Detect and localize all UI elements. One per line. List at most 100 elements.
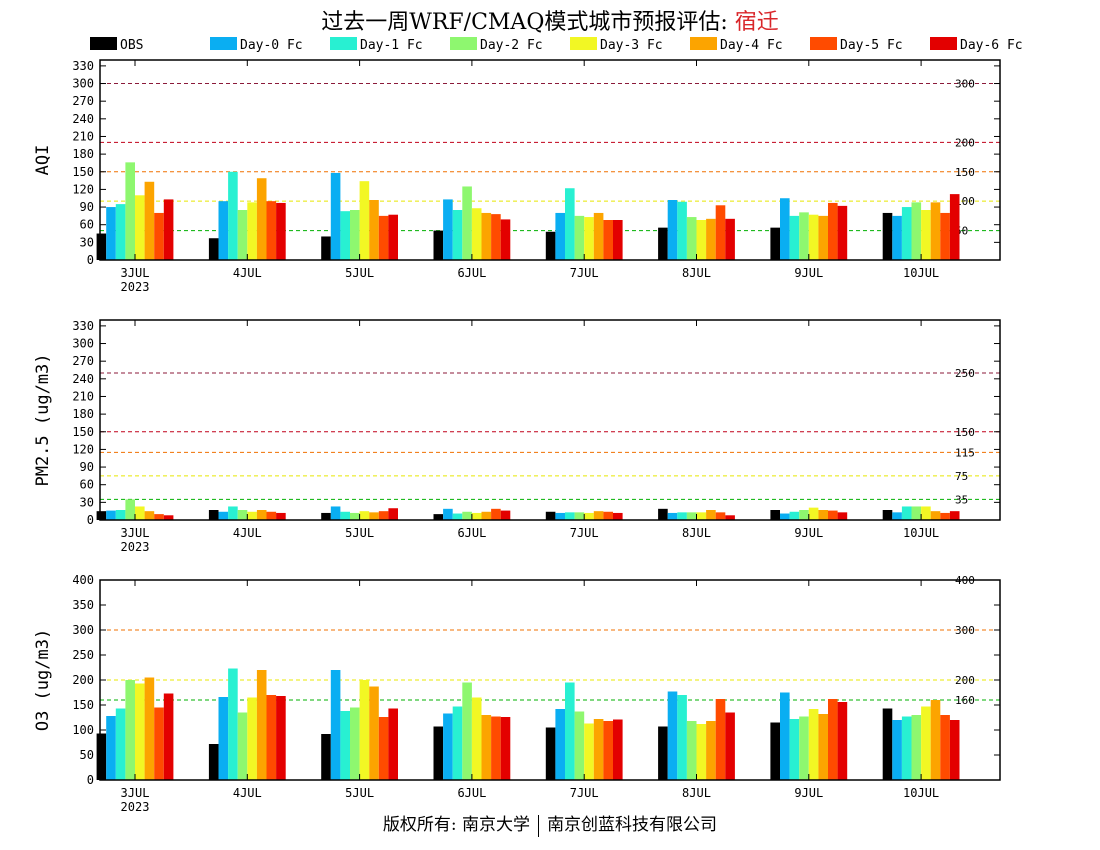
reference-label: 250 (955, 367, 975, 380)
x-tick-label: 5JUL (345, 786, 374, 800)
y-tick-label: 180 (72, 407, 94, 421)
legend-swatch (450, 37, 477, 50)
bar (443, 508, 453, 520)
y-tick-label: 300 (72, 623, 94, 637)
legend-entry: Day-1 Fc (330, 37, 423, 53)
bar (658, 726, 668, 780)
bar (545, 727, 556, 780)
bar (321, 512, 331, 520)
y-tick-label: 250 (72, 648, 94, 662)
bar (330, 670, 341, 780)
bar (770, 227, 780, 260)
bar (350, 707, 360, 780)
bar (828, 510, 838, 520)
y-tick-label: 120 (72, 182, 94, 196)
bar (818, 714, 828, 780)
reference-label: 150 (955, 426, 975, 439)
bar (388, 508, 398, 520)
bar (725, 712, 735, 780)
bar (115, 708, 126, 780)
bar (565, 512, 575, 520)
bar (144, 677, 155, 780)
bar (330, 172, 341, 260)
bar (135, 683, 145, 780)
bar (491, 508, 501, 520)
legend-swatch (90, 37, 117, 50)
chart-panel: 250 150 115 75 35 0 30 60 90 120 150 180 210 240 270 30… (33, 319, 1001, 554)
bar (911, 506, 922, 520)
bar (545, 511, 556, 520)
x-tick-label: 8JUL (682, 266, 711, 280)
bar (892, 215, 902, 260)
bar (106, 716, 116, 780)
y-tick-label: 350 (72, 598, 94, 612)
bar (658, 227, 668, 260)
bar (780, 692, 790, 780)
bar (837, 205, 848, 260)
bar (603, 511, 613, 520)
y-tick-label: 210 (72, 129, 94, 143)
reference-label: 100 (955, 195, 975, 208)
bar (837, 512, 848, 520)
plot-frame (99, 59, 1001, 261)
y-tick-label: 240 (72, 112, 94, 126)
bar (603, 220, 613, 260)
bar (163, 693, 174, 780)
y-tick-label: 30 (80, 235, 94, 249)
bar (949, 511, 960, 520)
bar (359, 680, 370, 780)
x-tick-label: 5JUL (345, 266, 374, 280)
bar (228, 171, 238, 260)
legend-swatch (330, 37, 357, 50)
bar (911, 202, 922, 260)
bar (208, 744, 219, 780)
bar (921, 706, 931, 780)
bar (471, 208, 482, 260)
bar (555, 709, 565, 780)
x-tick-label: 10JUL (903, 526, 939, 540)
bar (115, 204, 126, 260)
bar (584, 723, 594, 780)
y-tick-label: 240 (72, 372, 94, 386)
bar (613, 512, 623, 520)
y-axis-label: AQI (33, 145, 53, 176)
x-tick-label: 9JUL (794, 526, 823, 540)
y-tick-label: 90 (80, 460, 94, 474)
bar (471, 512, 482, 520)
bar (378, 511, 389, 520)
bar (500, 717, 511, 780)
bar (452, 210, 463, 260)
x-tick-label: 6JUL (457, 266, 486, 280)
x-tick-label: 8JUL (682, 526, 711, 540)
y-tick-label: 90 (80, 200, 94, 214)
bar (388, 214, 398, 260)
bar (613, 220, 623, 260)
y-tick-label: 300 (72, 337, 94, 351)
bar (228, 506, 238, 520)
y-axis-label: PM2.5 (ug/m3) (33, 353, 53, 486)
bar (677, 695, 687, 780)
x-tick-label: 3JUL (121, 266, 150, 280)
bar (330, 506, 341, 520)
legend-swatch (210, 37, 237, 50)
y-tick-label: 100 (72, 723, 94, 737)
bar (218, 511, 229, 520)
legend-label: Day-1 Fc (360, 38, 423, 53)
bar (901, 716, 912, 780)
legend-label: Day-0 Fc (240, 38, 303, 53)
footer-left: 版权所有: 南京大学 (382, 815, 531, 835)
bar (584, 217, 594, 260)
reference-label: 150 (955, 166, 975, 179)
bar (667, 512, 678, 520)
footer-separator (538, 814, 540, 837)
bar (545, 231, 556, 260)
bar (677, 201, 687, 260)
x-tick-label: 8JUL (682, 786, 711, 800)
bar (940, 212, 950, 260)
bar (359, 181, 370, 260)
bar (462, 186, 472, 260)
bar (613, 719, 623, 780)
legend-label: Day-3 Fc (600, 38, 663, 53)
bar (658, 508, 668, 520)
